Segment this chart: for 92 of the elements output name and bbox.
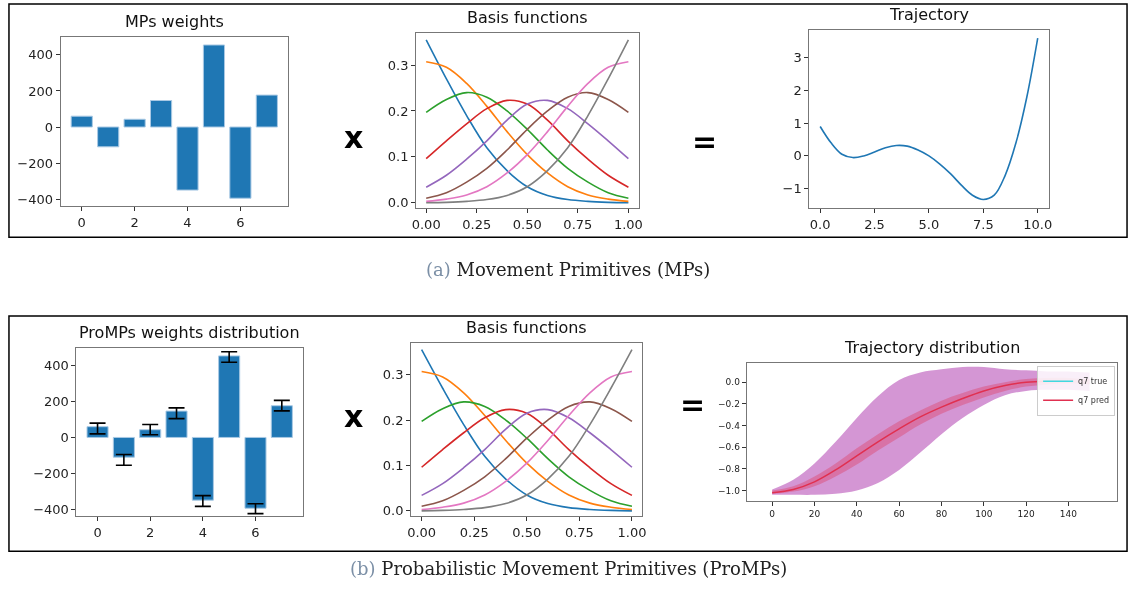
y-tick-label: 0.2 <box>382 412 404 428</box>
y-tick-label: 1 <box>793 115 802 131</box>
y-tick-label: 200 <box>44 394 69 410</box>
x-tick-label: 0.0 <box>809 216 831 232</box>
x-tick-label: 0.50 <box>512 524 542 540</box>
x-tick-label: 0.75 <box>563 216 593 232</box>
x-tick-label: 2 <box>130 214 139 230</box>
x-tick-label: 5.0 <box>918 216 940 232</box>
x-tick-label: 0.00 <box>411 216 441 232</box>
x-tick-label: 0 <box>769 509 776 520</box>
bar <box>218 355 241 438</box>
y-tick-label: 0.2 <box>387 103 409 119</box>
x-tick-label: 2 <box>146 524 155 540</box>
x-tick-label: 4 <box>198 524 207 540</box>
y-tick-label: 400 <box>28 47 53 63</box>
chart-title: Basis functions <box>467 8 588 27</box>
y-tick-label: −200 <box>17 155 53 171</box>
line-series <box>425 91 630 199</box>
line-series <box>819 37 1039 201</box>
x-tick-label: 0.00 <box>407 524 437 540</box>
x-tick-label: 20 <box>808 509 821 520</box>
y-tick-label: 0 <box>44 119 53 135</box>
y-tick-label: −0.2 <box>718 399 740 410</box>
x-tick-label: 60 <box>893 509 906 520</box>
y-tick-label: 0.1 <box>382 457 404 473</box>
y-tick-label: −0.6 <box>718 442 741 453</box>
x-tick-label: 120 <box>1017 509 1035 520</box>
bar <box>123 118 146 128</box>
x-tick-label: 100 <box>975 509 993 520</box>
bar <box>244 436 267 509</box>
bar <box>229 126 252 199</box>
line-series <box>425 99 630 188</box>
bar <box>191 436 214 501</box>
text: x <box>344 399 364 434</box>
x-tick-label: 2.5 <box>864 216 885 232</box>
text: = <box>692 124 718 159</box>
legend-label: q7 pred <box>1078 396 1110 406</box>
chart-title: Trajectory distribution <box>844 338 1021 357</box>
bar <box>97 126 120 148</box>
x-tick-label: 0.50 <box>512 216 542 232</box>
y-tick-label: 0.3 <box>387 57 409 73</box>
x-tick-label: 1.00 <box>613 216 643 232</box>
y-tick-label: 0.0 <box>387 195 409 211</box>
x-tick-label: 6 <box>251 524 260 540</box>
x-tick-label: 4 <box>183 214 192 230</box>
y-tick-label: −1 <box>782 181 802 197</box>
text: = <box>680 387 706 422</box>
x-tick-label: 0 <box>77 214 86 230</box>
bar <box>270 405 293 438</box>
y-tick-label: 400 <box>44 358 69 374</box>
x-tick-label: 80 <box>935 509 948 520</box>
bar <box>255 94 278 128</box>
y-tick-label: 200 <box>28 83 53 99</box>
y-tick-label: −200 <box>33 465 69 481</box>
y-tick-label: 0 <box>60 429 69 445</box>
chart-title: ProMPs weights distribution <box>79 323 300 342</box>
y-tick-label: 2 <box>793 83 802 99</box>
y-tick-label: −400 <box>17 191 53 207</box>
x-tick-label: 40 <box>851 509 863 520</box>
text: (a) Movement Primitives (MPs) <box>426 259 711 280</box>
bar <box>165 410 188 438</box>
x-tick-label: 0.25 <box>459 524 489 540</box>
x-tick-label: 0 <box>93 524 102 540</box>
line-series <box>420 408 633 497</box>
bar <box>150 100 173 128</box>
line-series <box>420 401 633 508</box>
x-tick-label: 6 <box>236 214 245 230</box>
chart-title: MPs weights <box>125 12 224 31</box>
y-tick-label: −0.8 <box>718 464 741 475</box>
x-tick-label: 0.25 <box>462 216 492 232</box>
bar <box>112 436 135 458</box>
y-tick-label: 0.3 <box>382 367 404 383</box>
text: x <box>344 120 364 155</box>
y-tick-label: 3 <box>793 50 802 66</box>
y-tick-label: −1.0 <box>718 485 741 496</box>
bar <box>70 115 93 128</box>
y-tick-label: 0 <box>793 148 802 164</box>
x-tick-label: 0.75 <box>564 524 594 540</box>
text: (b) Probabilistic Movement Primitives (ProMPs) <box>350 558 788 579</box>
chart-title: Trajectory <box>889 5 969 24</box>
legend-label: q7 true <box>1078 377 1108 387</box>
chart-title: Basis functions <box>466 318 587 337</box>
x-tick-label: 10.0 <box>1023 216 1053 232</box>
x-tick-label: 140 <box>1059 509 1078 520</box>
bar <box>202 44 226 128</box>
y-tick-label: 0.1 <box>387 149 409 165</box>
bar <box>176 126 199 191</box>
y-tick-label: 0.0 <box>725 377 741 388</box>
y-tick-label: −0.4 <box>718 420 741 431</box>
x-tick-label: 7.5 <box>972 216 994 232</box>
x-tick-label: 1.00 <box>617 524 647 540</box>
y-tick-label: −400 <box>33 501 69 517</box>
